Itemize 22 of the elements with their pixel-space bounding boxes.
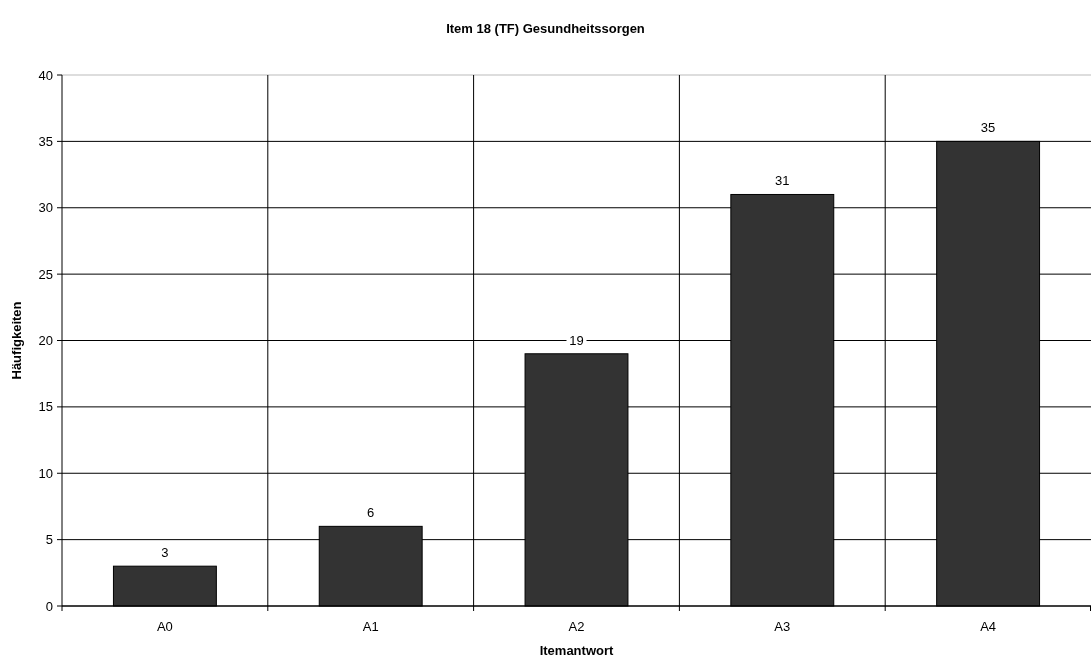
- y-tick-label: 20: [38, 333, 53, 349]
- y-axis-title: Häufigkeiten: [9, 301, 24, 380]
- y-tick-label: 10: [38, 465, 53, 481]
- x-tick-label: A0: [156, 619, 173, 634]
- y-tick-label: 25: [38, 266, 53, 282]
- data-label: 35: [980, 120, 996, 136]
- y-tick-label: 30: [38, 200, 53, 216]
- y-tick-label: 40: [38, 67, 53, 83]
- chart-title: Item 18 (TF) Gesundheitssorgen: [446, 21, 645, 36]
- y-tick-label: 35: [38, 133, 53, 149]
- x-tick-label: A4: [980, 619, 997, 634]
- data-label: 6: [367, 505, 375, 521]
- data-label: 19: [569, 332, 584, 348]
- x-axis-title: Itemantwort: [539, 643, 615, 658]
- data-label: 3: [161, 545, 169, 561]
- data-label: 31: [775, 173, 790, 189]
- y-tick-label: 15: [38, 399, 53, 415]
- x-tick-label: A3: [774, 619, 791, 634]
- y-tick-label: 0: [45, 598, 53, 614]
- x-tick-label: A1: [362, 619, 379, 634]
- x-tick-label: A2: [568, 619, 585, 634]
- y-tick-label: 5: [45, 532, 53, 548]
